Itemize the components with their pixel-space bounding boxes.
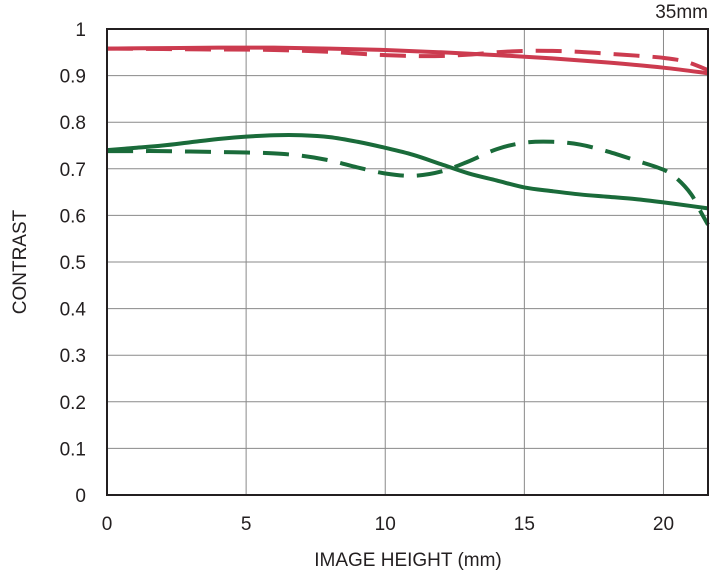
y-tick-labels: 0 0.1 0.2 0.3 0.4 0.5 0.6 0.7 0.8 0.9 1 (60, 20, 87, 507)
chart-title: 35mm (655, 2, 708, 23)
series-lines (106, 45, 710, 226)
y-tick-label: 0.4 (60, 300, 87, 321)
y-axis-label: CONTRAST (10, 209, 31, 314)
series-line-red-solid (106, 45, 709, 76)
series-line-red-dashed (106, 46, 709, 72)
series-line-green-dashed (107, 139, 710, 226)
x-tick-label: 20 (653, 514, 674, 535)
y-tick-label: 0.7 (60, 160, 86, 181)
plot-frame (106, 28, 709, 496)
x-tick-label: 0 (102, 514, 113, 535)
y-tick-label: 0.9 (60, 67, 86, 88)
x-tick-label: 5 (241, 514, 252, 535)
y-tick-label: 0.8 (60, 113, 86, 134)
y-tick-label: 0.6 (60, 206, 86, 227)
series-line-green-solid (106, 133, 709, 211)
y-tick-label: 0.1 (60, 439, 86, 460)
x-axis-label: IMAGE HEIGHT (mm) (314, 550, 502, 570)
y-tick-label: 0 (75, 486, 86, 507)
x-tick-labels: 0 5 10 15 20 (102, 514, 674, 535)
grid-lines (107, 29, 708, 495)
y-tick-label: 0.5 (60, 253, 86, 274)
y-tick-label: 0.2 (60, 393, 86, 414)
x-tick-label: 15 (514, 514, 535, 535)
y-tick-label: 1 (75, 20, 86, 41)
x-tick-label: 10 (375, 514, 396, 535)
y-tick-label: 0.3 (60, 346, 86, 367)
